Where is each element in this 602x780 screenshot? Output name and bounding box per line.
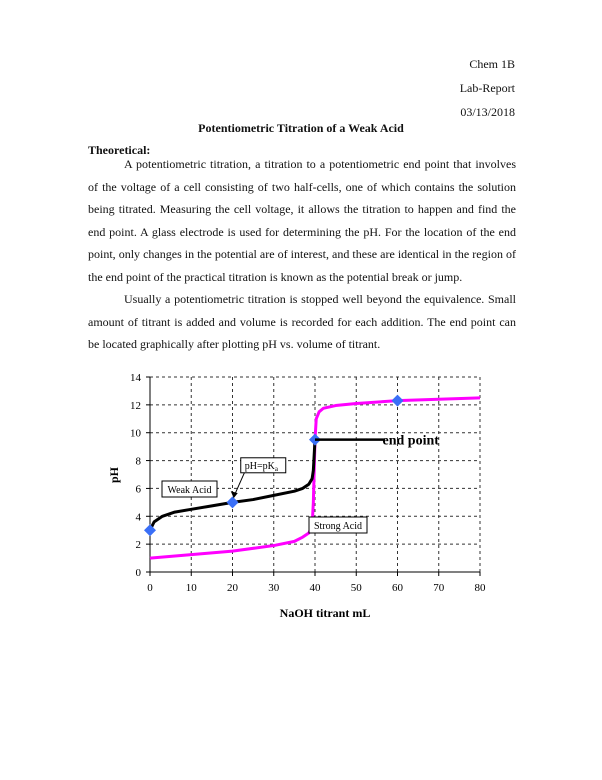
pka-arrowhead <box>230 491 238 499</box>
y-tick-label: 4 <box>136 511 142 523</box>
weak-acid-label: Weak Acid <box>168 485 212 496</box>
y-tick-label: 12 <box>130 400 141 412</box>
x-tick-label: 20 <box>227 582 239 594</box>
series-line-weak-acid <box>148 439 317 531</box>
data-point-marker <box>391 394 404 407</box>
strong-acid-label: Strong Acid <box>314 521 362 532</box>
titration-chart: 0 10 20 30 40 50 60 70 80 0 2 4 6 8 10 12 14 end point Wea… <box>107 372 487 620</box>
paragraph-2: Usually a potentiometric titration is st… <box>88 292 516 351</box>
end-point-label: end point <box>383 434 440 449</box>
y-axis-label: pH <box>107 466 121 483</box>
x-tick-label: 10 <box>186 582 198 594</box>
x-tick-label: 50 <box>351 582 363 594</box>
x-tick-label: 0 <box>147 582 153 594</box>
x-axis-label: NaOH titrant mL <box>280 606 371 620</box>
x-tick-label: 60 <box>392 582 404 594</box>
y-tick-label: 10 <box>130 428 142 440</box>
report-type: Lab-Report <box>459 81 515 95</box>
pka-label: pH=pKa <box>245 461 279 473</box>
y-tick-label: 14 <box>130 372 142 384</box>
weak-acid-label-box <box>161 480 218 498</box>
x-tick-label: 80 <box>475 582 487 594</box>
paragraph-1: A potentiometric titration, a titration … <box>88 157 516 284</box>
report-date: 03/13/2018 <box>460 105 515 119</box>
y-tick-label: 0 <box>136 567 142 579</box>
course-name: Chem 1B <box>469 57 515 71</box>
y-tick-label: 8 <box>136 456 142 468</box>
page-title: Potentiometric Titration of a Weak Acid <box>198 121 404 135</box>
y-tick-label: 6 <box>136 483 142 495</box>
strong-acid-label-box <box>308 516 368 534</box>
x-tick-label: 70 <box>433 582 445 594</box>
y-tick-label: 2 <box>136 539 142 551</box>
data-point-marker <box>226 496 239 509</box>
x-tick-label: 40 <box>310 582 322 594</box>
data-point-marker <box>144 524 156 537</box>
section-heading: Theoretical: <box>88 143 151 157</box>
x-tick-label: 30 <box>268 582 280 594</box>
pka-label-box <box>240 457 287 474</box>
